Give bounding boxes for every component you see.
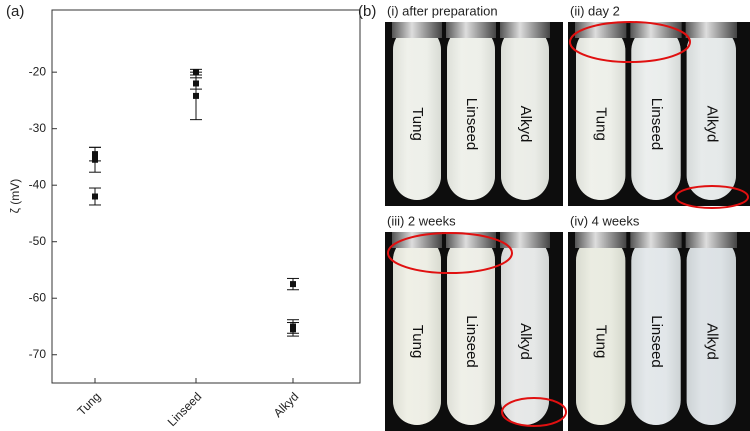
tube-label: Alkyd [703, 106, 720, 143]
tube-cap [630, 232, 682, 248]
x-tick-label: Alkyd [271, 389, 302, 420]
tube-cap [392, 22, 442, 38]
tube-label: Alkyd [517, 106, 534, 143]
y-tick-label: -50 [29, 234, 47, 248]
panel-title: (i) after preparation [387, 3, 498, 18]
point [193, 92, 199, 99]
panel-label: (a) [6, 3, 24, 20]
tube-label: Alkyd [703, 323, 720, 360]
highlight-ellipse [387, 232, 513, 274]
tube-cap [500, 22, 550, 38]
tube-shade [686, 236, 736, 425]
panel-label: (b) [358, 3, 376, 20]
y-tick-label: -60 [29, 290, 47, 304]
highlight-ellipse [569, 21, 691, 63]
y-tick-label: -70 [29, 347, 47, 361]
tube-cap [575, 232, 627, 248]
tube-label: Linseed [463, 315, 480, 368]
tube-label: Linseed [648, 315, 665, 368]
point [290, 326, 296, 333]
x-tick-label: Tung [74, 389, 103, 418]
tube-cap [575, 22, 627, 38]
tube-cap [685, 22, 737, 38]
tube-shade [631, 236, 681, 425]
tube-shade [447, 26, 495, 200]
tube-label: Tung [409, 107, 426, 141]
panel-title: (iii) 2 weeks [387, 213, 456, 228]
tube-shade [576, 236, 626, 425]
point [92, 156, 98, 163]
tube-cap [446, 22, 496, 38]
y-tick-label: -20 [29, 64, 47, 78]
panel-title: (iv) 4 weeks [570, 213, 640, 228]
plot-frame [51, 9, 361, 384]
tube-cap [392, 232, 442, 248]
x-tick-label: Linseed [165, 389, 205, 429]
tube-label: Linseed [463, 98, 480, 151]
y-tick-label: -30 [29, 121, 47, 135]
tube-shade [393, 26, 441, 200]
tube-cap [500, 232, 550, 248]
tube-label: Linseed [648, 98, 665, 151]
tube-label: Tung [593, 325, 610, 359]
tube-shade [501, 236, 549, 425]
tube-cap [685, 232, 737, 248]
tube-shade [576, 26, 626, 200]
tube-label: Tung [409, 325, 426, 359]
photo-panels: (i) after preparation Tung Linseed Alkyd (ii… [385, 3, 750, 431]
tube-shade [631, 26, 681, 200]
tube-shade [447, 236, 495, 425]
y-tick-label: -40 [29, 177, 47, 191]
tube-label: Tung [593, 107, 610, 141]
point [92, 193, 98, 200]
tube-shade [686, 26, 736, 200]
y-axis-label: ζ (mV) [8, 179, 22, 214]
highlight-ellipse [675, 185, 749, 209]
tube-shade [501, 26, 549, 200]
tube-label: Alkyd [517, 323, 534, 360]
panel-title: (ii) day 2 [570, 3, 620, 18]
point [290, 281, 296, 288]
highlight-ellipse [501, 397, 567, 427]
tube-shade [393, 236, 441, 425]
